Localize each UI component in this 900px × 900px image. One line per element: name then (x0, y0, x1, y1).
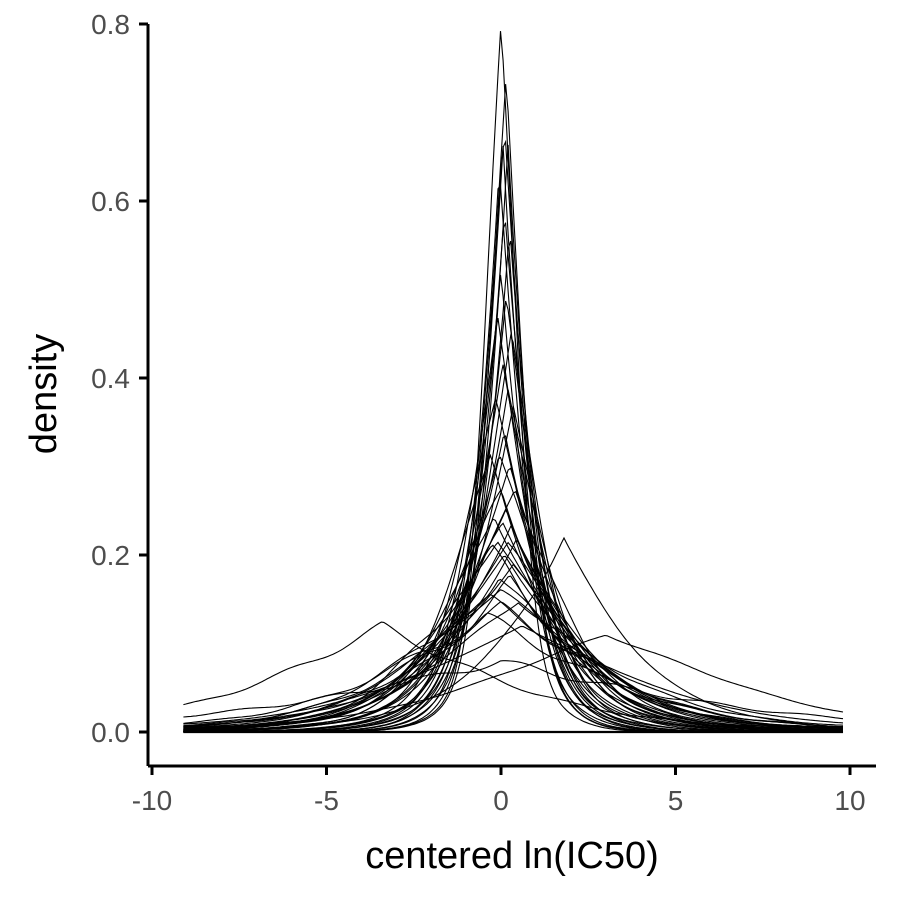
y-tick-label: 0.6 (91, 186, 130, 217)
density-curve (183, 563, 844, 730)
density-curve (183, 660, 844, 720)
x-tick-label: 5 (668, 785, 684, 816)
density-curve (183, 490, 843, 732)
density-curve (183, 541, 843, 731)
density-curve (183, 621, 844, 730)
density-curve (183, 555, 844, 730)
density-curve (183, 541, 843, 731)
density-curve (183, 602, 844, 727)
density-curve (183, 536, 844, 732)
density-curve (183, 612, 844, 728)
y-tick-label: 0.4 (91, 363, 130, 394)
density-curve (183, 453, 844, 733)
density-curve (183, 634, 844, 729)
x-axis-title: centered ln(IC50) (365, 835, 659, 877)
density-curve (183, 317, 843, 733)
density-curve (183, 333, 843, 733)
density-curve (183, 31, 843, 733)
y-tick-label: 0.8 (91, 9, 130, 40)
density-curve (183, 489, 843, 732)
x-tick-label: 10 (834, 785, 865, 816)
density-curve (183, 625, 844, 725)
x-tick-label: -10 (132, 785, 172, 816)
density-curve (183, 508, 844, 732)
y-axis-ticks: 0.0 0.2 0.4 0.6 0.8 (91, 9, 148, 748)
density-curve (183, 525, 844, 731)
density-curve (183, 544, 843, 731)
x-axis-ticks: -10 -5 0 5 10 (132, 766, 866, 816)
density-curves (183, 31, 844, 733)
density-curve (183, 522, 844, 732)
density-curve (183, 456, 844, 733)
density-curve (183, 518, 844, 732)
x-tick-label: 0 (493, 785, 509, 816)
density-curve (183, 144, 843, 733)
density-curve (183, 467, 844, 732)
y-tick-label: 0.0 (91, 717, 130, 748)
density-curve (183, 575, 844, 728)
x-tick-label: -5 (314, 785, 339, 816)
y-axis-title: density (23, 334, 65, 454)
y-tick-label: 0.2 (91, 540, 130, 571)
density-curve (183, 389, 843, 733)
density-curve (183, 300, 843, 733)
